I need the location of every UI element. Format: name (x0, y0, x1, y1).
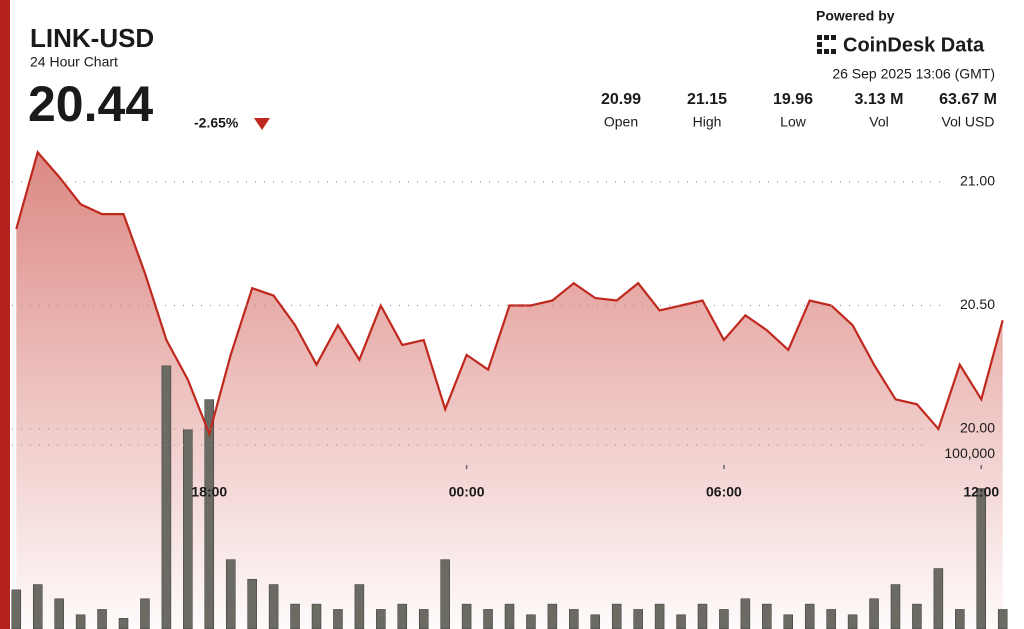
stat-label: Low (780, 114, 807, 130)
stat-value: 21.15 (687, 91, 727, 108)
volume-bar (847, 614, 858, 629)
volume-bar (354, 584, 365, 629)
volume-bar (611, 603, 622, 629)
volume-bar (440, 559, 450, 629)
volume-bar (783, 614, 794, 629)
title: LINK-USD (30, 23, 154, 53)
volume-bar (247, 578, 257, 629)
change: -2.65% (194, 115, 239, 131)
volume-bar (418, 609, 429, 629)
stat-value: 20.99 (601, 91, 641, 108)
volume-bar (569, 609, 579, 629)
timestamp: 26 Sep 2025 13:06 (GMT) (832, 66, 995, 82)
stat-label: Vol (869, 114, 888, 130)
volume-bar (118, 618, 129, 629)
volume-bar (183, 429, 193, 629)
volume-bar (676, 614, 686, 629)
powered-by: Powered by (816, 8, 895, 24)
volume-bar (740, 598, 751, 629)
stat-label: Open (604, 114, 638, 130)
volume-bar (997, 609, 1008, 629)
volume-bar (804, 603, 815, 629)
volume-bar (333, 609, 343, 629)
down-arrow (254, 118, 270, 130)
subtitle: 24 Hour Chart (30, 54, 118, 70)
volume-bar (504, 603, 515, 629)
volume-bar (97, 609, 107, 629)
volume-bar (912, 603, 922, 629)
accent-bar (0, 0, 10, 629)
volume-bar (11, 589, 22, 629)
volume-bar (590, 614, 601, 629)
x-tick-label: 00:00 (449, 484, 485, 500)
volume-bar (526, 614, 536, 629)
y-tick-label: 21.00 (960, 173, 995, 189)
volume-bar (397, 603, 408, 629)
price-line (15, 150, 1004, 438)
volume-bar (225, 559, 236, 629)
volume-bar (654, 603, 665, 629)
volume-bar (311, 603, 322, 629)
brand: CoinDesk Data (843, 34, 985, 56)
stat-value: 19.96 (773, 91, 813, 108)
price: 20.44 (28, 76, 153, 132)
price-area (16, 152, 1003, 629)
volume-bar (140, 598, 150, 629)
volume-bar (890, 584, 901, 629)
y-tick-label: 20.00 (960, 420, 995, 436)
volume-bar (268, 584, 279, 629)
volume-bar (161, 365, 172, 629)
volume-bar (547, 603, 558, 629)
stat-value: 63.67 M (939, 91, 997, 108)
stat-label: High (693, 114, 722, 130)
volume-bar (933, 568, 944, 629)
volume-bar (376, 609, 386, 629)
volume-bar (697, 603, 708, 629)
stat-value: 3.13 M (855, 91, 904, 108)
volume-bar (461, 603, 472, 629)
volume-bar (976, 488, 987, 629)
volume-bar (869, 598, 879, 629)
y2-tick-label: 100,000 (944, 445, 995, 461)
volume-bar (483, 609, 493, 629)
logo (817, 35, 836, 54)
stat-label: Vol USD (942, 114, 995, 130)
y-tick-label: 20.50 (960, 296, 995, 312)
volume-bar (719, 609, 729, 629)
volume-bar (762, 603, 772, 629)
volume-bar (290, 603, 300, 629)
volume-bar (32, 584, 43, 629)
volume-bar (955, 609, 965, 629)
volume-bar (54, 598, 64, 629)
x-tick-label: 18:00 (191, 484, 227, 500)
x-tick-label: 06:00 (706, 484, 742, 500)
volume-bar (633, 609, 643, 629)
volume-bar (826, 609, 836, 629)
volume-bar (75, 614, 86, 629)
x-tick-label: 12:00 (963, 484, 999, 500)
